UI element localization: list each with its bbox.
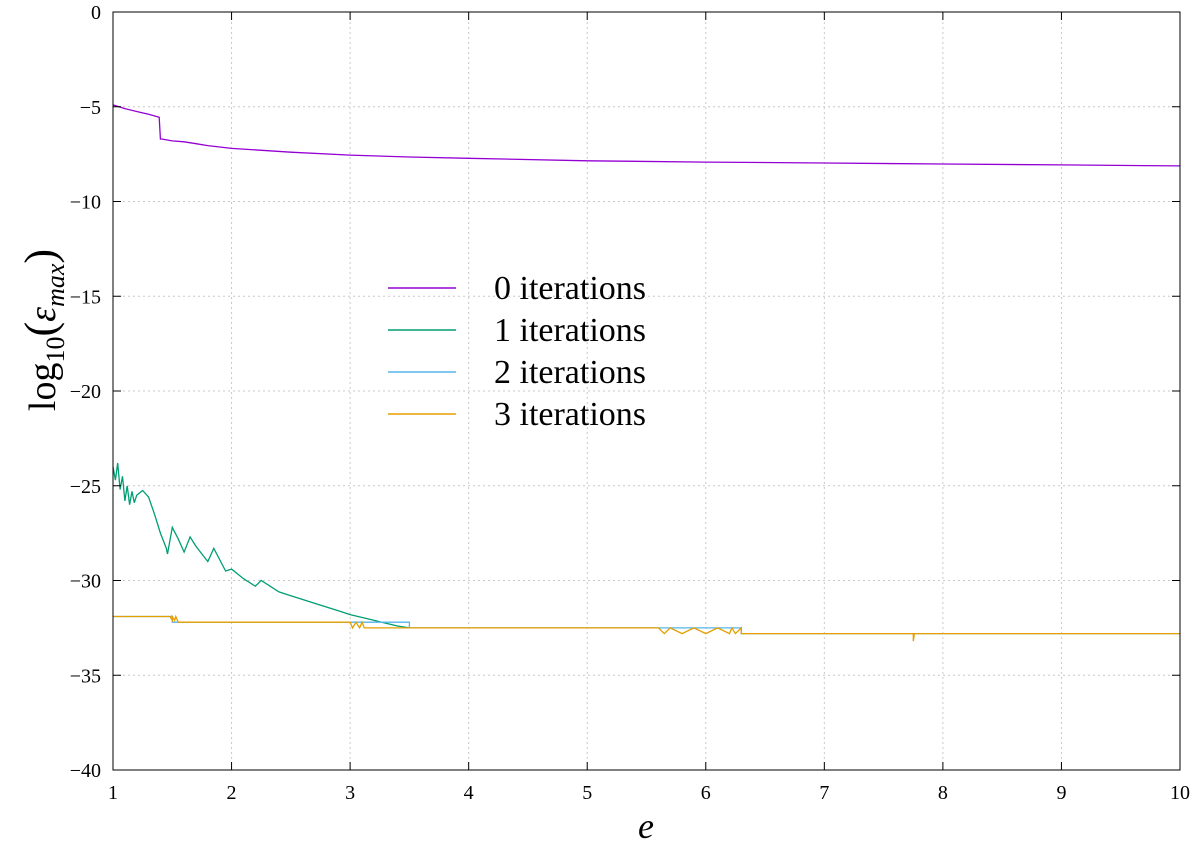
legend-label-0: 0 iterations: [494, 270, 646, 307]
y-tick-label: −20: [70, 381, 101, 403]
y-label-close: ): [16, 249, 65, 264]
x-tick-label: 4: [464, 782, 474, 804]
y-tick-label: −5: [80, 97, 101, 119]
x-tick-label: 6: [701, 782, 711, 804]
x-tick-label: 1: [108, 782, 118, 804]
x-axis-label: e: [638, 806, 654, 842]
series-line-2: [113, 615, 1180, 635]
legend: 0 iterations 1 iterations 2 iterations 3 it…: [388, 270, 646, 433]
y-label-prefix: log: [22, 363, 64, 412]
grid: [113, 12, 1180, 770]
x-tick-label: 2: [227, 782, 237, 804]
y-axis-ticks: 0 −5 −10 −15 −20 −25 −30 −35 −40: [70, 2, 1180, 782]
x-tick-label: 5: [582, 782, 592, 804]
y-label-open: (: [16, 322, 65, 337]
y-label-var-sub: max: [41, 263, 70, 307]
series-line-0: [112, 104, 1181, 167]
series-line-1: [112, 462, 410, 629]
series-line-3: [113, 614, 1180, 642]
y-label-var: ε: [22, 307, 64, 322]
y-axis-label: log10(εmax): [16, 249, 70, 411]
legend-label-2: 2 iterations: [494, 354, 646, 391]
x-tick-label: 8: [938, 782, 948, 804]
y-tick-label: −40: [70, 760, 101, 782]
series-layer: [112, 104, 1181, 642]
y-label-prefix-sub: 10: [41, 337, 70, 363]
x-tick-label: 3: [345, 782, 355, 804]
svg-text:log10(εmax): log10(εmax): [16, 249, 70, 411]
legend-label-3: 3 iterations: [494, 396, 646, 433]
y-tick-label: −25: [70, 476, 101, 498]
y-tick-label: −15: [70, 286, 101, 308]
y-tick-label: −30: [70, 571, 101, 593]
x-tick-label: 10: [1170, 782, 1190, 804]
x-axis-ticks: 1 2 3 4 5 6 7 8 9 10: [108, 12, 1190, 804]
x-tick-label: 9: [1056, 782, 1066, 804]
y-tick-label: −35: [70, 665, 101, 687]
legend-label-1: 1 iterations: [494, 312, 646, 349]
y-tick-label: 0: [91, 2, 101, 24]
x-tick-label: 7: [819, 782, 829, 804]
y-tick-label: −10: [70, 192, 101, 214]
